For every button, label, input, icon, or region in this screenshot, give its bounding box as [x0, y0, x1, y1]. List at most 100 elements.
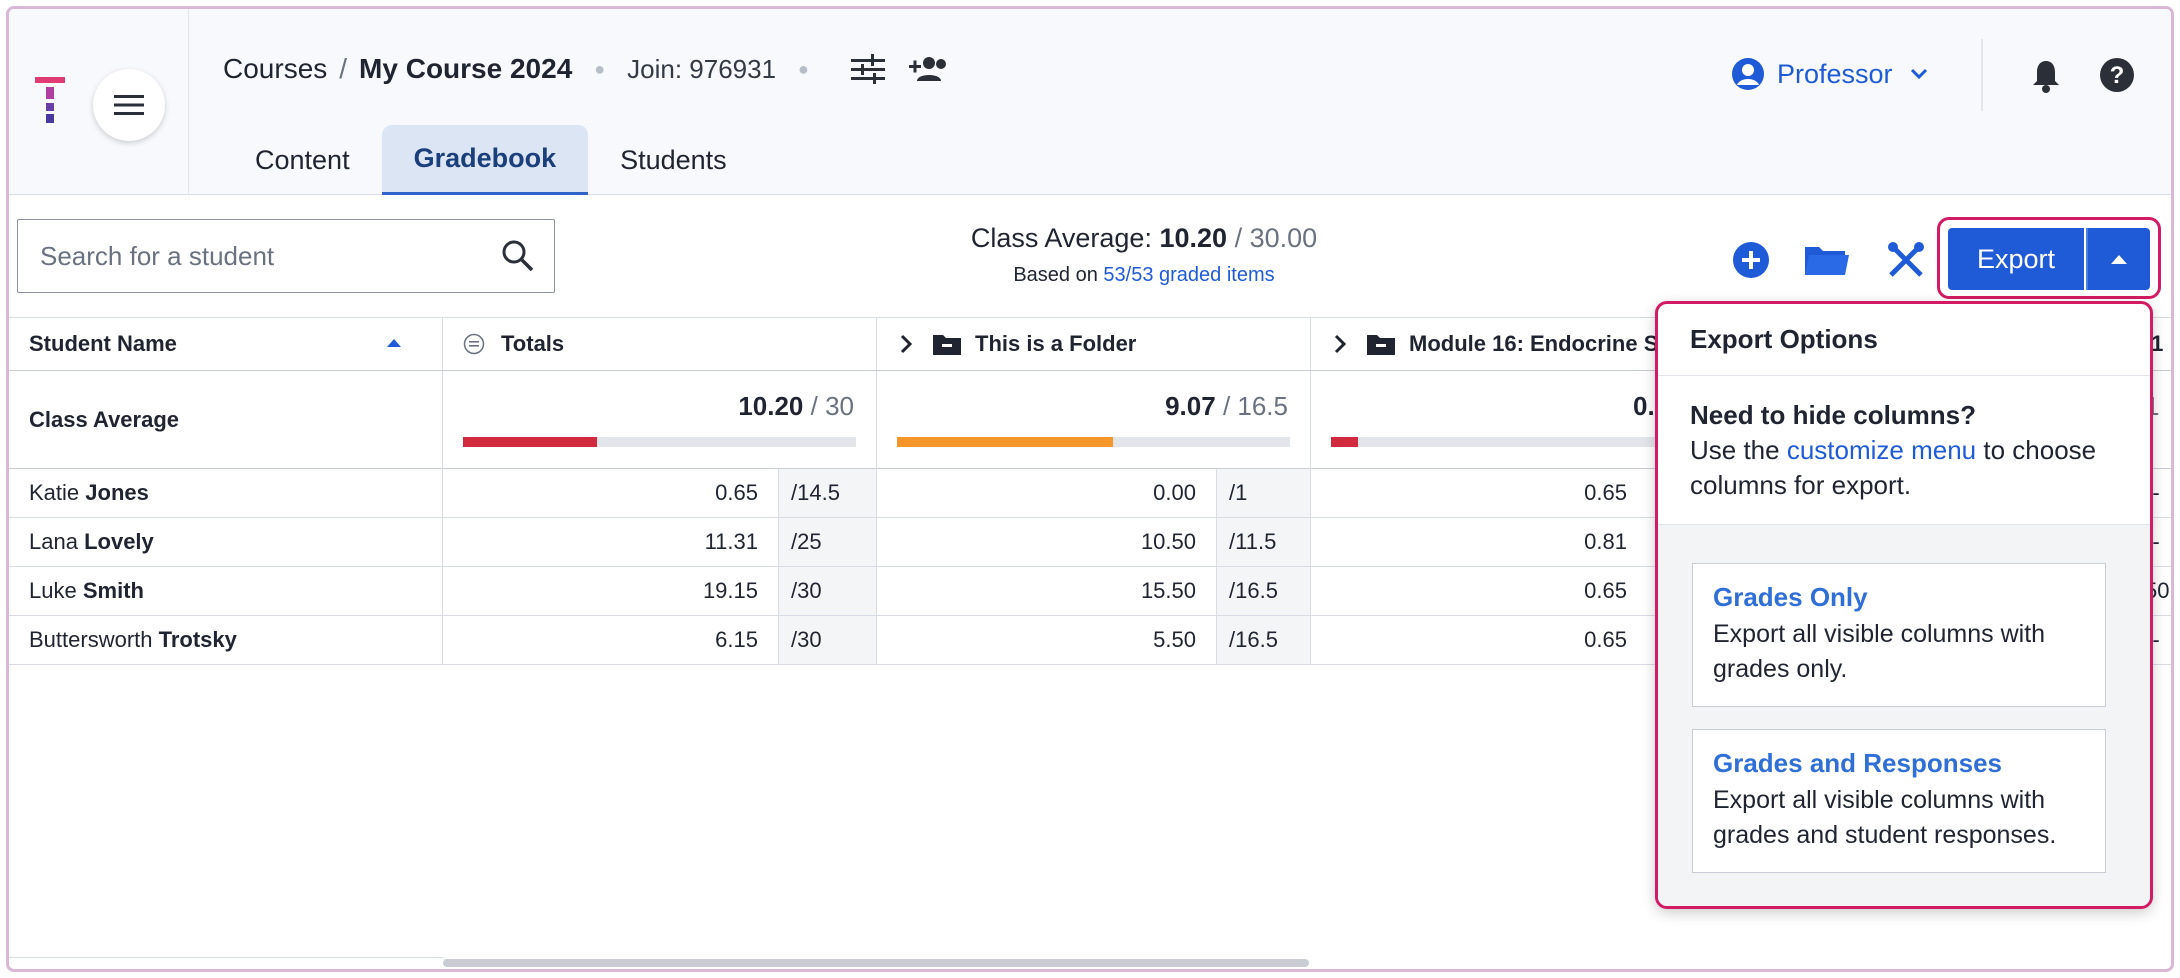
column-header-totals[interactable]: Totals [443, 318, 877, 370]
role-label: Professor [1777, 58, 1893, 89]
totals-score-cell[interactable]: 0.65 [443, 469, 779, 517]
tab-content[interactable]: Content [255, 144, 350, 175]
dot-separator: ● [798, 58, 809, 79]
totals-score-cell[interactable]: 11.31 [443, 518, 779, 566]
notification-bell-icon[interactable] [2031, 59, 2061, 93]
dot-separator: ● [594, 58, 606, 79]
class-average-total: / 30.00 [1234, 223, 1318, 253]
average-total: / 30 [810, 391, 854, 421]
folder-average-cell: 9.07 / 16.5 [877, 371, 1311, 469]
search-icon[interactable] [500, 238, 536, 274]
progress-fill [1331, 437, 1358, 447]
customize-tools-icon[interactable] [1887, 241, 1925, 279]
hide-columns-help: Need to hide columns? Use the customize … [1690, 398, 2130, 503]
folder-possible-cell: /16.5 [1217, 567, 1311, 615]
average-score: 10.20 [738, 391, 804, 421]
export-grades-and-responses-option[interactable]: Grades and Responses Export all visible … [1692, 729, 2106, 873]
module-score-cell[interactable]: 0.65 [1584, 480, 1627, 505]
class-average-value: 10.20 [1159, 223, 1228, 253]
main-menu-button[interactable] [93, 69, 165, 141]
svg-text:?: ? [2110, 62, 2125, 89]
class-average-label: Class Average: [970, 223, 1152, 253]
chevron-right-icon[interactable] [1333, 334, 1347, 354]
sort-ascending-icon[interactable] [386, 338, 402, 348]
student-last-name: Jones [85, 480, 149, 505]
student-name-cell[interactable]: Katie Jones [9, 469, 443, 517]
export-options-menu: Export Options Need to hide columns? Use… [1655, 301, 2153, 909]
tab-students[interactable]: Students [620, 144, 727, 175]
folder-possible-cell: /1 [1217, 469, 1311, 517]
module-score-cell[interactable]: 0.81 [1584, 529, 1627, 554]
settings-sliders-icon[interactable] [850, 54, 885, 84]
class-average-summary: Class Average: 10.20 / 30.00 Based on 53… [909, 223, 1379, 287]
breadcrumb-separator: / [339, 53, 348, 84]
totals-score-cell[interactable]: 6.15 [443, 616, 779, 664]
column-title: This is a Folder [975, 331, 1137, 356]
export-grades-only-option[interactable]: Grades Only Export all visible columns w… [1692, 563, 2106, 707]
graded-items-link[interactable]: 53/53 graded items [1103, 264, 1275, 286]
class-average-row: Class Average 10.20 / 30 9.07 / 16.5 0.6… [9, 371, 2171, 469]
student-first-name: Luke [29, 578, 77, 603]
help-icon[interactable]: ? [2099, 57, 2135, 93]
totals-score-cell[interactable]: 19.15 [443, 567, 779, 615]
export-split-button: Export [1937, 217, 2161, 299]
progress-bar [897, 437, 1290, 447]
role-switcher[interactable]: Professor [1731, 57, 1929, 91]
table-bottom-border [9, 957, 443, 958]
add-circle-icon[interactable] [1732, 241, 1770, 279]
column-header-folder[interactable]: This is a Folder [877, 318, 1311, 370]
student-name-cell[interactable]: Buttersworth Trotsky [9, 616, 443, 664]
customize-menu-link[interactable]: customize menu [1786, 435, 1977, 465]
folder-score-cell[interactable]: 10.50 [877, 518, 1217, 566]
table-row[interactable]: Luke Smith 19.15/30 15.50/16.5 0.65 50 [9, 567, 2171, 616]
export-options-list: Grades Only Export all visible columns w… [1658, 524, 2150, 906]
module-score-cell[interactable]: 0.65 [1584, 627, 1627, 652]
chevron-down-icon [1910, 68, 1927, 80]
progress-bar [1331, 437, 1711, 447]
student-last-name: Lovely [84, 529, 154, 554]
folder-icon[interactable] [1805, 243, 1849, 277]
header-divider [1981, 39, 1983, 111]
student-name-cell[interactable]: Lana Lovely [9, 518, 443, 566]
column-title: Student Name [29, 331, 177, 356]
export-menu-toggle[interactable] [2086, 228, 2150, 290]
tab-gradebook[interactable]: Gradebook [381, 125, 589, 195]
folder-possible-cell: /11.5 [1217, 518, 1311, 566]
option-title: Grades Only [1713, 582, 1868, 612]
column-header-module[interactable]: Module 16: Endocrine S... [1311, 318, 2171, 370]
progress-fill [897, 437, 1114, 447]
student-first-name: Katie [29, 480, 80, 505]
caret-up-icon [2111, 255, 2127, 264]
column-header-student-name[interactable]: Student Name [9, 318, 443, 370]
add-people-icon[interactable] [908, 55, 949, 83]
chevron-right-icon[interactable] [899, 334, 913, 354]
student-last-name: Smith [82, 578, 144, 603]
folder-icon [933, 335, 961, 355]
average-total: / 16.5 [1222, 391, 1288, 421]
folder-score-cell[interactable]: 0.00 [877, 469, 1217, 517]
column-title: Totals [501, 331, 565, 356]
breadcrumb-courses[interactable]: Courses [223, 53, 328, 84]
progress-bar [463, 437, 856, 447]
column-title: Module 16: Endocrine S... [1409, 331, 1677, 356]
student-last-name: Trotsky [158, 627, 237, 652]
horizontal-scrollbar[interactable] [443, 959, 1309, 967]
breadcrumb: Courses / My Course 2024 ● Join: 976931 … [223, 53, 949, 85]
student-name-cell[interactable]: Luke Smith [9, 567, 443, 615]
export-options-title: Export Options [1658, 304, 2150, 376]
totals-possible-cell: /30 [779, 616, 877, 664]
help-text-suffix: to choose columns for export. [1690, 435, 2097, 500]
folder-possible-cell: /16.5 [1217, 616, 1311, 664]
folder-score-cell[interactable]: 5.50 [877, 616, 1217, 664]
search-input[interactable] [18, 240, 478, 272]
totals-possible-cell: /30 [779, 567, 877, 615]
average-score: 9.07 [1165, 391, 1216, 421]
folder-score-cell[interactable]: 15.50 [877, 567, 1217, 615]
totals-icon [463, 333, 485, 355]
logo-area [9, 9, 189, 195]
module-score-cell[interactable]: 0.65 [1584, 578, 1627, 603]
totals-possible-cell: /14.5 [779, 469, 877, 517]
export-button[interactable]: Export [1948, 228, 2084, 290]
